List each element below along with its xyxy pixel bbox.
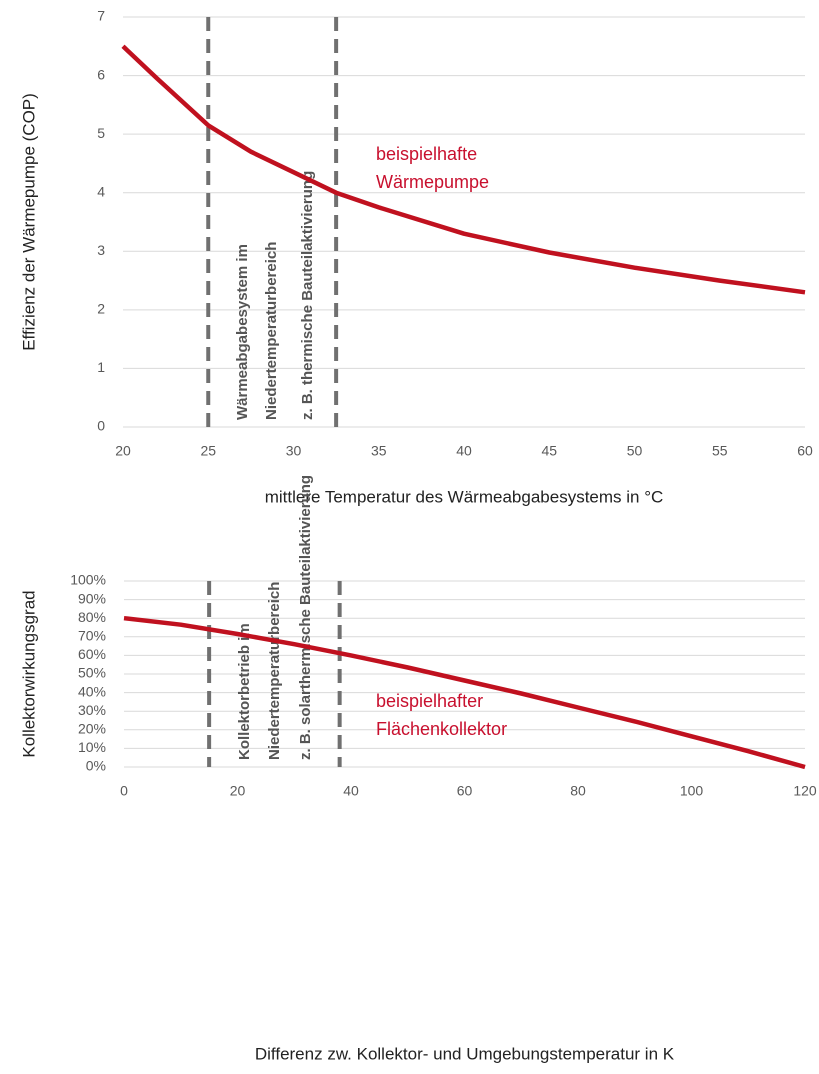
x-tick-label: 50 (627, 443, 643, 459)
x-tick-label: 35 (371, 443, 387, 459)
x-tick-label: 60 (797, 443, 813, 459)
x-tick-label: 20 (115, 443, 131, 459)
region-annotation: Niedertemperaturbereich (263, 242, 280, 420)
x-tick-label: 55 (712, 443, 728, 459)
y-tick-label: 60% (78, 646, 106, 662)
region-annotation: Niedertemperaturbereich (266, 582, 283, 760)
data-line (121, 44, 806, 295)
y-axis-title: Effizienz der Wärmepumpe (COP) (19, 93, 38, 351)
x-tick-label: 40 (343, 783, 359, 799)
x-tick-label: 30 (286, 443, 302, 459)
x-tick-label: 100 (680, 783, 704, 799)
y-tick-label: 80% (78, 609, 106, 625)
x-tick-label: 20 (230, 783, 246, 799)
y-tick-label: 0% (86, 758, 106, 774)
region-annotation: z. B. solarthermische Bauteilaktivierung (297, 475, 314, 760)
y-tick-label: 6 (97, 66, 105, 82)
data-line (123, 615, 806, 770)
curve-annotation: Wärmepumpe (376, 172, 489, 192)
y-tick-label: 4 (97, 183, 105, 199)
y-tick-label: 10% (78, 739, 106, 755)
y-tick-label: 0 (97, 418, 105, 434)
x-tick-label: 40 (456, 443, 472, 459)
y-tick-label: 40% (78, 683, 106, 699)
y-tick-label: 90% (78, 590, 106, 606)
region-annotation: z. B. thermische Bauteilaktivierung (299, 171, 316, 420)
curve-annotation: beispielhafte (376, 144, 477, 164)
region-annotation: Kollektorbetrieb im (236, 623, 253, 760)
y-tick-label: 50% (78, 665, 106, 681)
x-tick-label: 120 (793, 783, 817, 799)
x-tick-label: 60 (457, 783, 473, 799)
y-tick-label: 2 (97, 301, 105, 317)
y-tick-label: 100% (70, 572, 106, 588)
y-tick-label: 1 (97, 359, 105, 375)
y-tick-label: 3 (97, 242, 105, 258)
x-tick-label: 25 (200, 443, 216, 459)
region-annotation: Wärmeabgabesystem im (234, 244, 251, 420)
y-tick-label: 20% (78, 721, 106, 737)
curve-annotation: Flächenkollektor (376, 719, 507, 739)
y-tick-label: 5 (97, 125, 105, 141)
x-axis-title: Differenz zw. Kollektor- und Umgebungste… (255, 1044, 675, 1063)
x-tick-label: 45 (541, 443, 557, 459)
y-tick-label: 70% (78, 628, 106, 644)
y-tick-label: 7 (97, 8, 105, 24)
curve-annotation: beispielhafter (376, 691, 483, 711)
x-axis-title: mittlere Temperatur des Wärmeabgabesyste… (265, 487, 664, 506)
x-tick-label: 0 (120, 783, 128, 799)
x-tick-label: 80 (570, 783, 586, 799)
y-axis-title: Kollektorwirkungsgrad (19, 590, 38, 757)
y-tick-label: 30% (78, 702, 106, 718)
